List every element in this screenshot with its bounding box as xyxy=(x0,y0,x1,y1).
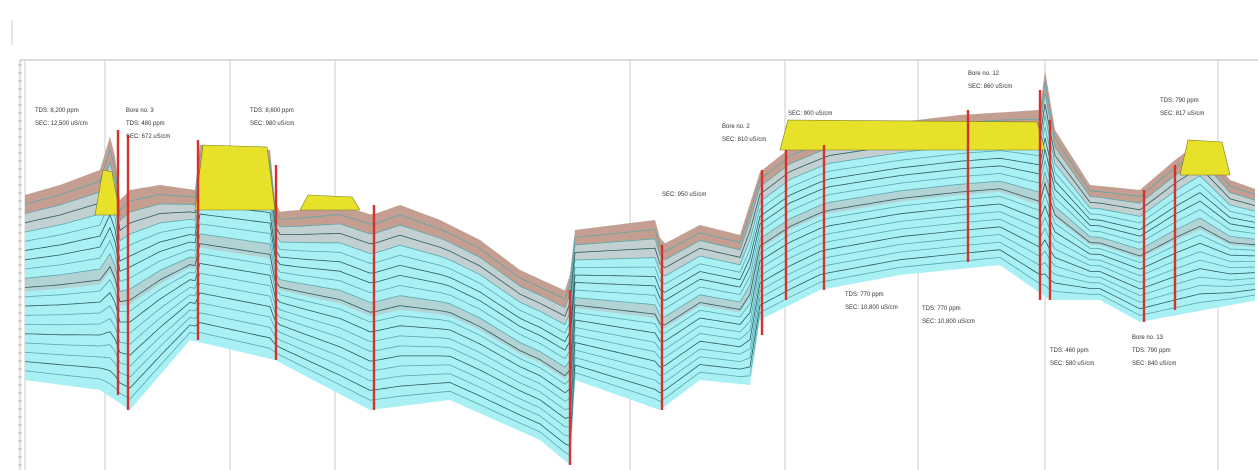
annotation: Bore no. 12 xyxy=(968,71,1000,77)
annotation: TDS: 770 ppm xyxy=(845,292,884,298)
annotation: SEC: 580 uS/cm xyxy=(1050,361,1094,367)
annotation: SEC: 817 uS/cm xyxy=(1160,111,1204,117)
annotation: SEC: 900 uS/cm xyxy=(788,111,832,117)
annotation: SEC: 950 uS/cm xyxy=(662,192,706,198)
annotation: TDS: 480 ppm xyxy=(126,121,165,127)
annotation: Bore no. 3 xyxy=(126,108,154,114)
annotation: SEC: 672 uS/cm xyxy=(126,134,170,140)
annotation: TDS: 460 ppm xyxy=(1050,348,1089,354)
sand-cap xyxy=(299,194,361,211)
sand-cap xyxy=(1179,139,1231,176)
annotation: TDS: 790 ppm xyxy=(1132,348,1171,354)
sand-cap xyxy=(779,119,1046,151)
annotation: SEC: 860 uS/cm xyxy=(968,84,1012,90)
annotation: SEC: 980 uS/cm xyxy=(250,121,294,127)
sand-cap xyxy=(94,169,121,216)
annotation: SEC: 10,800 uS/cm xyxy=(845,305,898,311)
annotation: Bore no. 2 xyxy=(722,124,750,130)
annotation: SEC: 840 uS/cm xyxy=(1132,361,1176,367)
annotation: SEC: 12,500 uS/cm xyxy=(35,121,88,127)
annotation: TDS: 8,200 ppm xyxy=(35,108,79,114)
annotation: TDS: 8,600 ppm xyxy=(250,108,294,114)
annotation: Bore no. 13 xyxy=(1132,335,1164,341)
annotation: TDS: 770 ppm xyxy=(922,306,961,312)
sand-cap xyxy=(194,144,276,211)
annotation: SEC: 10,800 uS/cm xyxy=(922,319,975,325)
annotation: TDS: 790 ppm xyxy=(1160,98,1199,104)
annotation: SEC: 810 uS/cm xyxy=(722,137,766,143)
